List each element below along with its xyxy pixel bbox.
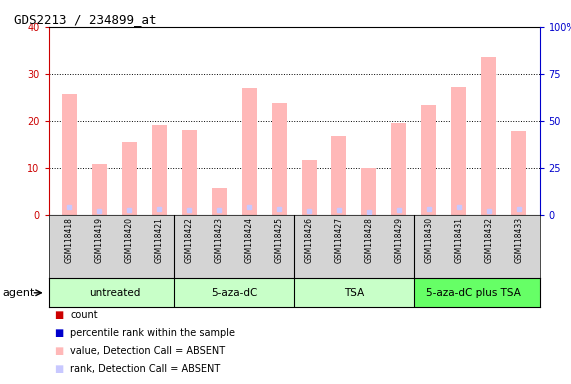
- Bar: [152, 125, 167, 215]
- Bar: [182, 130, 197, 215]
- Bar: [361, 167, 376, 215]
- Bar: [242, 88, 256, 215]
- Text: 5-aza-dC plus TSA: 5-aza-dC plus TSA: [427, 288, 521, 298]
- Text: ■: ■: [54, 328, 63, 338]
- Text: 5-aza-dC: 5-aza-dC: [211, 288, 258, 298]
- Bar: [511, 131, 526, 215]
- Bar: [481, 58, 496, 215]
- Text: GSM118431: GSM118431: [455, 217, 463, 263]
- Text: GSM118422: GSM118422: [185, 217, 194, 263]
- Bar: [92, 164, 107, 215]
- Bar: [391, 123, 407, 215]
- Text: GSM118425: GSM118425: [275, 217, 284, 263]
- Text: untreated: untreated: [89, 288, 140, 298]
- Text: GSM118421: GSM118421: [155, 217, 164, 263]
- Text: GSM118424: GSM118424: [244, 217, 254, 263]
- Bar: [332, 136, 347, 215]
- Bar: [421, 106, 436, 215]
- Text: ■: ■: [54, 346, 63, 356]
- Text: GSM118432: GSM118432: [484, 217, 493, 263]
- Text: ■: ■: [54, 310, 63, 320]
- Text: GDS2213 / 234899_at: GDS2213 / 234899_at: [14, 13, 156, 26]
- Text: GSM118426: GSM118426: [304, 217, 313, 263]
- Bar: [62, 94, 77, 215]
- Text: ■: ■: [54, 364, 63, 374]
- Text: GSM118419: GSM118419: [95, 217, 104, 263]
- Bar: [414, 278, 540, 307]
- Text: GSM118433: GSM118433: [514, 217, 523, 263]
- Text: percentile rank within the sample: percentile rank within the sample: [70, 328, 235, 338]
- Text: GSM118418: GSM118418: [65, 217, 74, 263]
- Text: GSM118430: GSM118430: [424, 217, 433, 263]
- Bar: [174, 278, 294, 307]
- Text: GSM118427: GSM118427: [335, 217, 344, 263]
- Bar: [272, 103, 287, 215]
- Text: rank, Detection Call = ABSENT: rank, Detection Call = ABSENT: [70, 364, 220, 374]
- Text: TSA: TSA: [344, 288, 364, 298]
- Text: GSM118420: GSM118420: [125, 217, 134, 263]
- Text: agent: agent: [3, 288, 35, 298]
- Bar: [301, 159, 316, 215]
- Text: GSM118428: GSM118428: [364, 217, 373, 263]
- Bar: [49, 278, 174, 307]
- Text: count: count: [70, 310, 98, 320]
- Bar: [294, 278, 414, 307]
- Bar: [451, 87, 467, 215]
- Text: value, Detection Call = ABSENT: value, Detection Call = ABSENT: [70, 346, 226, 356]
- Bar: [212, 188, 227, 215]
- Text: GSM118429: GSM118429: [395, 217, 403, 263]
- Text: GSM118423: GSM118423: [215, 217, 224, 263]
- Bar: [122, 142, 137, 215]
